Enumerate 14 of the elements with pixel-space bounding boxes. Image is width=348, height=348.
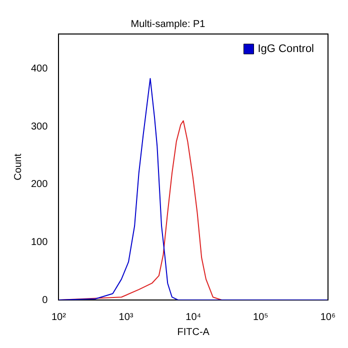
x-tick-label: 10⁶ <box>320 312 336 323</box>
y-tick-label: 400 <box>30 63 48 74</box>
y-tick-label: 100 <box>30 236 48 248</box>
y-tick-label: 0 <box>42 294 48 306</box>
y-axis-title: Count <box>12 153 24 180</box>
x-tick-label: 10² <box>51 312 67 323</box>
x-tick-label: 10³ <box>118 312 134 323</box>
x-tick-label: 10⁴ <box>186 312 202 323</box>
y-tick-label: 300 <box>30 121 48 132</box>
x-axis-title: FITC-A <box>177 326 210 338</box>
x-tick-label: 10⁵ <box>253 312 268 323</box>
legend-label: IgG Control <box>258 43 314 56</box>
y-tick-label: 200 <box>30 179 48 190</box>
chart-title: Multi-sample: P1 <box>130 18 206 30</box>
